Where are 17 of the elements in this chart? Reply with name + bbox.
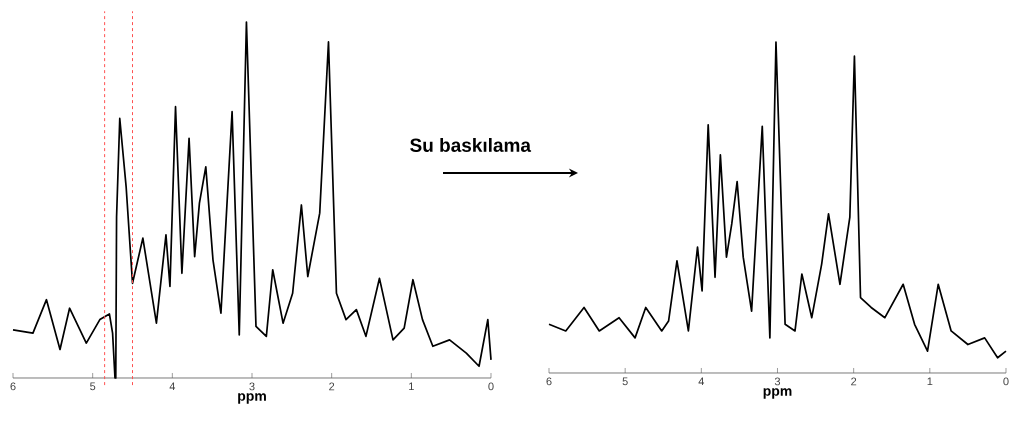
x-axis-title: ppm: [238, 393, 266, 404]
x-tick-label: 2: [851, 377, 857, 386]
x-tick-label: 0: [1003, 377, 1009, 386]
x-tick-label: 4: [698, 377, 705, 386]
x-tick-label: 3: [249, 382, 255, 391]
x-axis-title: ppm: [763, 388, 792, 399]
x-tick-label: 0: [488, 382, 494, 391]
x-tick-label: 5: [622, 377, 628, 386]
x-tick-label: 6: [10, 382, 16, 391]
x-tick-label: 1: [409, 382, 414, 391]
x-tick-label: 1: [927, 377, 933, 386]
x-tick-label: 4: [169, 382, 176, 391]
x-tick-label: 2: [329, 382, 335, 391]
x-tick-label: 3: [774, 377, 781, 386]
x-tick-label: 5: [90, 382, 96, 391]
annotation: Su baskılama: [410, 138, 532, 152]
x-tick-label: 6: [546, 377, 552, 386]
